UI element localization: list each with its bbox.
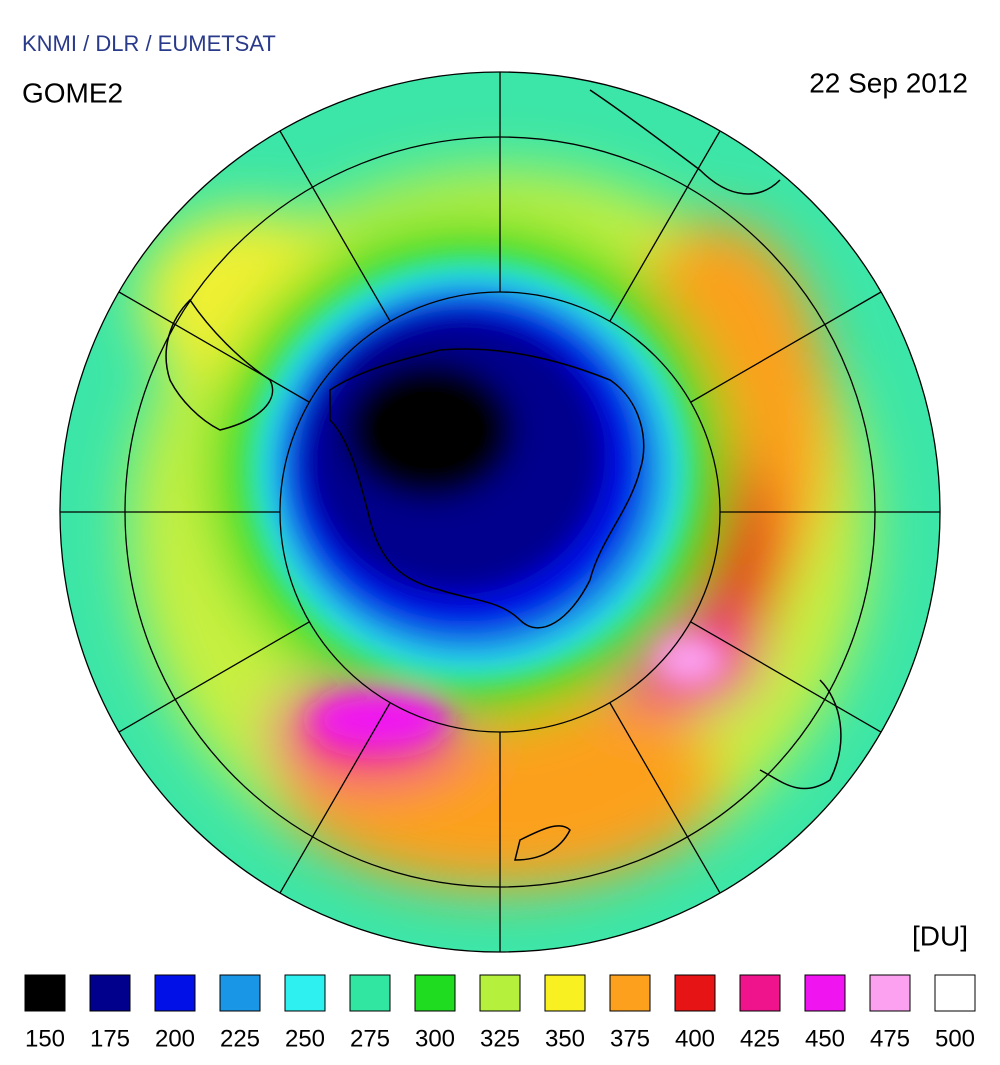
legend-swatch	[219, 974, 261, 1012]
legend-label: 300	[415, 1025, 455, 1052]
legend-label: 225	[220, 1025, 260, 1052]
legend-label: 425	[740, 1025, 780, 1052]
legend-swatch	[284, 974, 326, 1012]
unit-label: [DU]	[912, 920, 968, 951]
legend: 150 175 200 225 250 275 300 325 350 375 400 425 450 4…	[24, 974, 976, 1052]
instrument-label: GOME2	[22, 77, 123, 108]
legend-swatch	[24, 974, 66, 1012]
source-label: KNMI / DLR / EUMETSAT	[22, 31, 276, 56]
legend-swatch	[414, 974, 456, 1012]
legend-swatch	[869, 974, 911, 1012]
legend-label: 475	[870, 1025, 910, 1052]
legend-swatch	[154, 974, 196, 1012]
legend-label: 200	[155, 1025, 195, 1052]
legend-label: 400	[675, 1025, 715, 1052]
legend-swatch	[349, 974, 391, 1012]
legend-label: 500	[935, 1025, 975, 1052]
legend-label: 175	[90, 1025, 130, 1052]
graticule	[59, 71, 941, 953]
legend-label: 150	[25, 1025, 65, 1052]
legend-label: 325	[480, 1025, 520, 1052]
legend-label: 275	[350, 1025, 390, 1052]
legend-label: 375	[610, 1025, 650, 1052]
legend-swatch	[804, 974, 846, 1012]
legend-swatch	[739, 974, 781, 1012]
legend-swatch	[544, 974, 586, 1012]
legend-swatch	[609, 974, 651, 1012]
legend-label: 350	[545, 1025, 585, 1052]
date-label: 22 Sep 2012	[809, 67, 968, 98]
coastlines	[165, 89, 842, 861]
legend-swatch	[934, 974, 976, 1012]
legend-swatch	[674, 974, 716, 1012]
legend-swatch	[479, 974, 521, 1012]
legend-label: 450	[805, 1025, 845, 1052]
legend-label: 250	[285, 1025, 325, 1052]
legend-swatch	[89, 974, 131, 1012]
